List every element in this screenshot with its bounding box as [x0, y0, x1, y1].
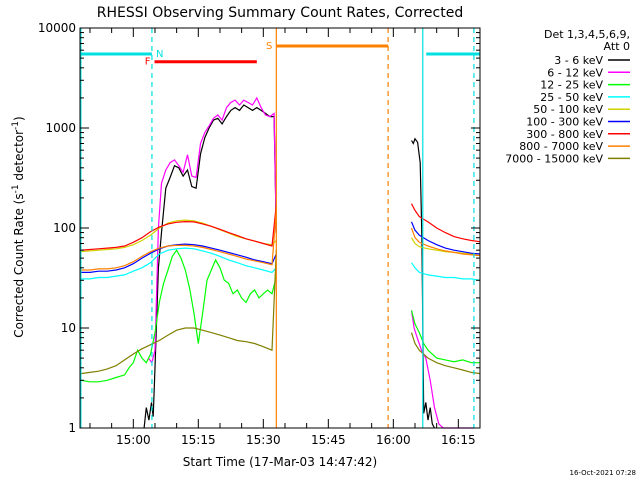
- series-line-0-0: [143, 104, 277, 429]
- legend-title-line1: Det 1,3,4,5,6,9,: [544, 28, 630, 41]
- series-line-6-1: [410, 203, 481, 243]
- series-line-2-0: [80, 249, 277, 383]
- legend-title-line2: Att 0: [604, 40, 630, 53]
- x-tick-label-1: 15:15: [181, 433, 216, 447]
- y-tick-label-1: 10: [61, 321, 76, 335]
- y-axis-label-end: ): [12, 116, 26, 121]
- x-tick-label-5: 16:15: [441, 433, 476, 447]
- legend-label-0: 3 - 6 keV: [554, 54, 603, 67]
- series-line-7-0: [80, 210, 277, 271]
- legend-label-4: 50 - 100 keV: [533, 103, 603, 116]
- x-axis-label: Start Time (17-Mar-03 14:47:42): [183, 455, 377, 469]
- axes: 1 10 100 1000 10000 15:00 15:15 15:30 15:45 16:00…: [38, 21, 481, 447]
- flag-label-F: F: [145, 57, 151, 68]
- plot-area: NF S: [80, 28, 481, 429]
- y-tick-label-0: 1: [68, 421, 76, 435]
- x-tick-label-0: 15:00: [116, 433, 151, 447]
- x-tick-label-2: 15:30: [246, 433, 281, 447]
- y-axis-label-sup1: -1: [11, 184, 21, 193]
- series-line-5-0: [80, 243, 277, 273]
- series-line-3-0: [80, 247, 277, 280]
- legend-label-3: 25 - 50 keV: [540, 91, 603, 104]
- y-tick-label-2: 100: [53, 221, 76, 235]
- y-tick-label-4: 10000: [38, 21, 76, 35]
- y-axis-label-main: Corrected Count Rate (s: [12, 193, 26, 337]
- series-line-6-0: [80, 204, 277, 251]
- y-tick-label-3: 1000: [45, 121, 76, 135]
- chart-title: RHESSI Observing Summary Count Rates, Co…: [97, 5, 463, 21]
- legend-label-1: 6 - 12 keV: [547, 66, 603, 79]
- flag-label-N: N: [156, 49, 163, 60]
- flag-label-S: S: [266, 41, 272, 52]
- y-axis-label-sup2: -1: [11, 121, 21, 130]
- series-line-8-0: [80, 250, 277, 375]
- y-axis-label: Corrected Count Rate (s-1 detector-1): [11, 116, 26, 337]
- series-line-4-1: [410, 237, 480, 255]
- series-line-3-1: [411, 262, 481, 281]
- series-line-1-0: [148, 96, 277, 365]
- x-tick-label-3: 15:45: [311, 433, 346, 447]
- series-line-4-0: [80, 219, 277, 253]
- plot-frame: [79, 27, 481, 429]
- series-line-7-1: [410, 227, 481, 257]
- y-axis-label-mid: detector: [12, 130, 26, 185]
- x-tick-label-4: 16:00: [376, 433, 411, 447]
- legend-label-7: 800 - 7000 keV: [519, 140, 603, 153]
- series-line-2-1: [410, 310, 480, 364]
- generated-timestamp: 16-Oct-2021 07:28: [570, 469, 636, 477]
- legend-label-6: 300 - 800 keV: [526, 128, 603, 141]
- legend-label-2: 12 - 25 keV: [540, 79, 603, 92]
- legend-label-8: 7000 - 15000 keV: [505, 152, 603, 165]
- series-line-1-1: [410, 310, 474, 429]
- series-line-5-1: [410, 221, 481, 255]
- series-line-8-1: [410, 332, 481, 375]
- legend-label-5: 100 - 300 keV: [526, 116, 603, 129]
